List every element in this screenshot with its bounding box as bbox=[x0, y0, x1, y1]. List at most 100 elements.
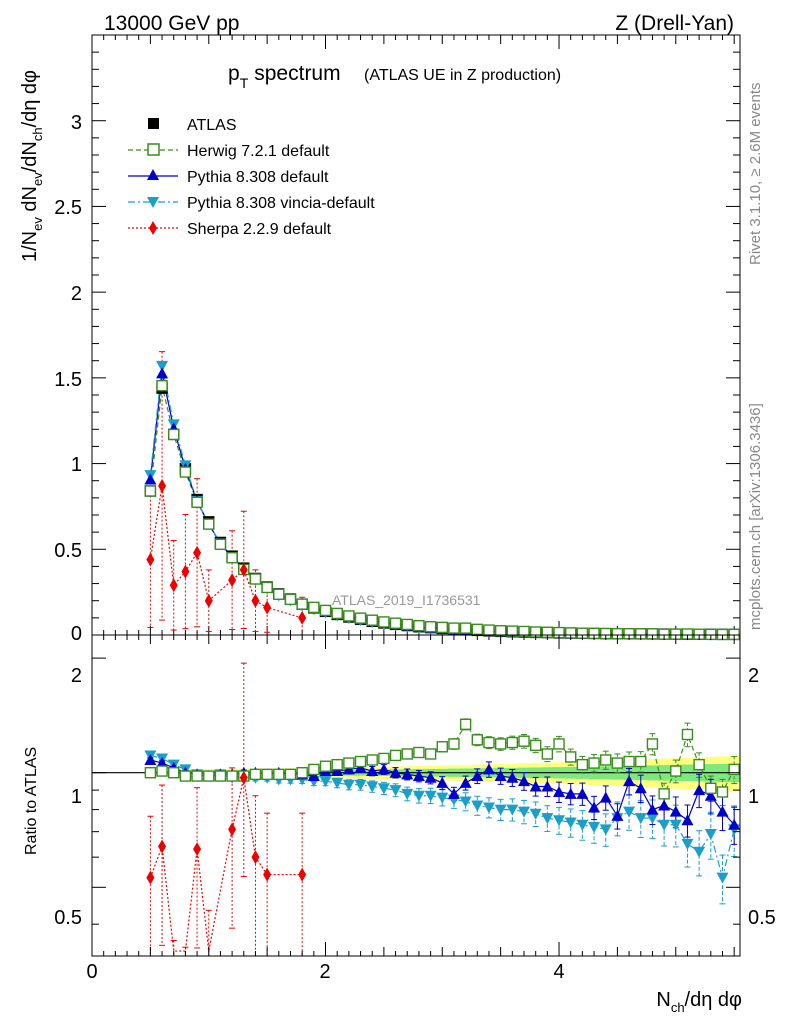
herwig-point bbox=[179, 466, 192, 478]
pythia-point bbox=[156, 367, 169, 379]
legend-entry-atlas: ATLAS bbox=[148, 117, 237, 134]
herwig-ratio-point bbox=[576, 758, 589, 771]
pythia-ratio-point bbox=[634, 782, 647, 794]
ratio-y-axis-label: Ratio to ATLAS bbox=[23, 747, 40, 855]
herwig-point bbox=[459, 622, 472, 634]
herwig-ratio-point bbox=[284, 768, 297, 781]
pythia-ratio-point bbox=[681, 814, 694, 826]
herwig-point bbox=[226, 552, 238, 564]
herwig-ratio-point bbox=[646, 738, 659, 750]
ratio-tick-label-right: 0.5 bbox=[748, 907, 776, 929]
legend-marker-sherpa bbox=[149, 221, 157, 235]
herwig-point bbox=[319, 604, 332, 617]
herwig-ratio-point bbox=[670, 765, 682, 777]
vincia-ratio-point bbox=[529, 808, 542, 820]
vincia-ratio-point bbox=[506, 804, 519, 816]
herwig-ratio-point bbox=[308, 763, 320, 776]
legend-label: Pythia 8.308 default bbox=[187, 169, 329, 186]
sherpa-ratio-point bbox=[251, 850, 260, 865]
pythia-ratio-point bbox=[529, 780, 542, 792]
sherpa-ratio-line bbox=[149, 777, 303, 952]
pythia-ratio-point bbox=[553, 785, 566, 797]
herwig-ratio-point bbox=[378, 752, 390, 765]
herwig-ratio-point bbox=[541, 748, 554, 760]
herwig-point bbox=[448, 622, 460, 634]
pythia-ratio-point bbox=[436, 776, 449, 788]
herwig-ratio-point bbox=[658, 788, 670, 800]
vincia-ratio-point bbox=[471, 800, 484, 812]
vincia-ratio-point bbox=[553, 815, 566, 827]
vincia-ratio-point bbox=[331, 777, 344, 789]
pythia-ratio-point bbox=[366, 765, 379, 777]
herwig-ratio-point bbox=[448, 738, 460, 750]
pythia-ratio-point bbox=[518, 775, 530, 787]
sherpa-point bbox=[263, 600, 272, 615]
herwig-point bbox=[203, 518, 215, 530]
pythia-ratio-point bbox=[447, 787, 460, 799]
herwig-point bbox=[331, 607, 343, 620]
y-tick-label: 1 bbox=[71, 454, 82, 476]
pythia-ratio-point bbox=[541, 780, 554, 792]
vincia-ratio-point bbox=[658, 819, 671, 831]
vincia-ratio-point bbox=[482, 802, 495, 814]
herwig-point bbox=[401, 618, 413, 631]
herwig-point bbox=[249, 573, 262, 585]
pythia-ratio-point bbox=[494, 770, 507, 782]
vincia-ratio-point bbox=[319, 776, 332, 788]
y-tick-label: 3 bbox=[71, 112, 82, 134]
ylabel-part: /dη dφ bbox=[19, 70, 41, 127]
vincia-ratio-point bbox=[634, 813, 647, 825]
herwig-ratio-point bbox=[273, 768, 285, 781]
y-tick-label: 2.5 bbox=[54, 197, 82, 219]
vincia-ratio-point bbox=[599, 824, 612, 836]
pythia-ratio-point bbox=[506, 771, 519, 783]
herwig-ratio-point bbox=[343, 757, 355, 769]
herwig-point bbox=[214, 538, 227, 550]
ratio-tick-label-right: 1 bbox=[748, 786, 759, 808]
herwig-point bbox=[343, 610, 355, 622]
legend-marker-vincia bbox=[147, 197, 159, 208]
ratio-tick-label-right: 2 bbox=[748, 665, 759, 687]
herwig-point bbox=[144, 485, 157, 497]
legend-entry-pythia: Pythia 8.308 default bbox=[128, 169, 329, 186]
vincia-ratio-point bbox=[541, 813, 554, 825]
herwig-point bbox=[308, 601, 320, 614]
ratio-tick-label: 2 bbox=[71, 665, 82, 687]
pythia-ratio-point bbox=[623, 775, 636, 787]
analysis-watermark: ATLAS_2019_I1736531 bbox=[332, 592, 481, 608]
vincia-ratio-point bbox=[389, 785, 402, 797]
sherpa-ratio-point bbox=[239, 770, 248, 785]
herwig-ratio-point bbox=[471, 734, 483, 746]
sherpa-point bbox=[251, 593, 260, 608]
herwig-point bbox=[168, 428, 180, 441]
y-tick-label: 0.5 bbox=[54, 540, 82, 562]
herwig-ratio-point bbox=[518, 735, 530, 747]
vincia-ratio-point bbox=[354, 779, 367, 791]
sherpa-point bbox=[169, 578, 178, 593]
vincia-ratio-point bbox=[681, 838, 694, 850]
sherpa-point bbox=[181, 564, 190, 579]
pythia-ratio-point bbox=[342, 763, 355, 775]
herwig-point bbox=[471, 623, 483, 636]
main-ticks bbox=[91, 34, 740, 636]
vincia-ratio-point bbox=[366, 781, 379, 793]
pythia-ratio-point bbox=[389, 766, 402, 778]
herwig-point bbox=[284, 593, 297, 606]
vincia-ratio-point bbox=[401, 788, 414, 800]
header-left: 13000 GeV pp bbox=[104, 12, 239, 35]
herwig-point bbox=[261, 581, 273, 594]
pythia-point bbox=[144, 473, 157, 485]
pythia-ratio-point bbox=[576, 787, 589, 799]
vincia-ratio-point bbox=[342, 779, 355, 791]
herwig-ratio-point bbox=[459, 718, 472, 731]
sherpa-point bbox=[193, 545, 202, 560]
legend-entry-herwig: Herwig 7.2.1 default bbox=[128, 143, 330, 160]
pythia-ratio-point bbox=[377, 763, 390, 775]
herwig-ratio-point bbox=[588, 757, 600, 769]
vincia-ratio-point bbox=[564, 817, 577, 829]
ratio-data-layer bbox=[92, 662, 741, 957]
pythia-ratio-point bbox=[471, 770, 484, 782]
title-word: spectrum bbox=[254, 62, 340, 85]
herwig-ratio-point bbox=[249, 768, 262, 781]
x-axis-label: Nch/dη dφ bbox=[656, 989, 742, 1015]
